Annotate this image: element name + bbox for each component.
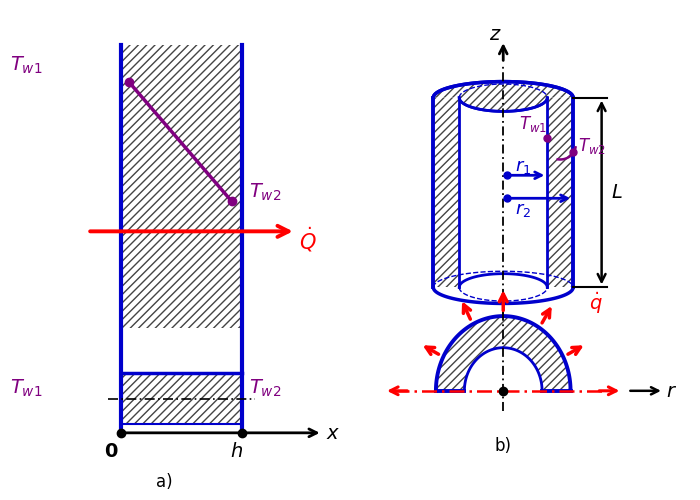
Text: $r$: $r$ xyxy=(666,382,678,400)
Bar xyxy=(121,45,242,329)
Text: $h$: $h$ xyxy=(230,442,243,460)
Text: $T_{w1}$: $T_{w1}$ xyxy=(10,378,43,400)
Text: $r_1$: $r_1$ xyxy=(514,158,531,176)
Text: $T_{w2}$: $T_{w2}$ xyxy=(578,136,606,156)
Text: $\dot{Q}$: $\dot{Q}$ xyxy=(299,226,316,254)
Text: $r_2$: $r_2$ xyxy=(514,202,531,220)
Polygon shape xyxy=(433,82,573,112)
Text: b): b) xyxy=(495,437,512,455)
Text: $x$: $x$ xyxy=(326,424,340,443)
Text: $\dot{q}$: $\dot{q}$ xyxy=(589,291,602,316)
Text: $\mathbf{0}$: $\mathbf{0}$ xyxy=(104,442,118,460)
Bar xyxy=(121,376,242,424)
Bar xyxy=(547,98,573,288)
Text: $T_{w2}$: $T_{w2}$ xyxy=(248,182,281,203)
Bar xyxy=(121,45,242,329)
Text: $T_{w1}$: $T_{w1}$ xyxy=(10,55,43,76)
Text: $L$: $L$ xyxy=(611,183,622,202)
Bar xyxy=(433,98,459,288)
Bar xyxy=(433,98,459,288)
Text: $T_{w2}$: $T_{w2}$ xyxy=(248,378,281,400)
Text: $z$: $z$ xyxy=(489,25,501,44)
Bar xyxy=(547,98,573,288)
Bar xyxy=(121,376,242,424)
Text: $T_{w1}$: $T_{w1}$ xyxy=(519,114,547,134)
Text: a): a) xyxy=(156,472,173,490)
Polygon shape xyxy=(436,316,570,391)
